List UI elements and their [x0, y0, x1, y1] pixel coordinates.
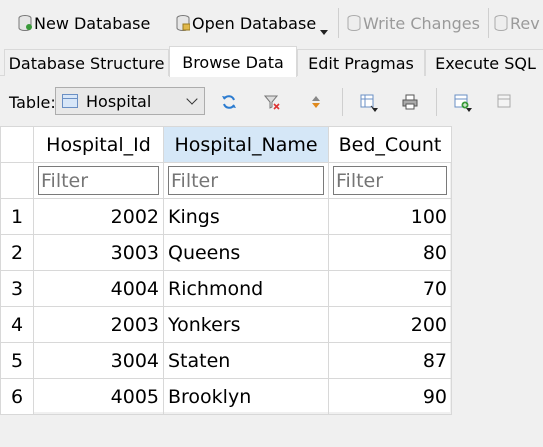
filter-cell — [328, 162, 452, 199]
cell-hospital-name[interactable]: Queens — [163, 234, 329, 271]
clear-filters-icon[interactable] — [263, 94, 280, 110]
table-icon — [62, 94, 78, 108]
toolbar-separator — [488, 8, 489, 38]
tab-database-structure[interactable]: Database Structure — [4, 49, 169, 76]
toolbar-separator — [436, 88, 437, 116]
cell-hospital-id[interactable]: 4004 — [33, 270, 164, 307]
table-row[interactable]: 6 4005 Brooklyn 90 — [0, 378, 452, 415]
tab-label: Edit Pragmas — [308, 53, 414, 73]
browse-data-panel: Table: Hospital — [0, 76, 543, 447]
filter-cell — [163, 162, 329, 199]
open-database-icon — [176, 15, 191, 32]
cell-hospital-name[interactable]: Staten — [163, 342, 329, 379]
filter-row-header — [0, 162, 34, 199]
filter-hospital-name-input[interactable] — [168, 166, 324, 195]
cell-hospital-id[interactable]: 2003 — [33, 306, 164, 343]
toolbar-separator — [338, 8, 339, 38]
cell-bed-count[interactable]: 200 — [328, 306, 452, 343]
new-database-icon — [18, 15, 32, 32]
row-number[interactable]: 2 — [0, 234, 34, 271]
header-row: Hospital_Id Hospital_Name Bed_Count — [0, 126, 452, 163]
row-number[interactable]: 1 — [0, 198, 34, 235]
row-number[interactable]: 4 — [0, 306, 34, 343]
table-row[interactable]: 4 2003 Yonkers 200 — [0, 306, 452, 343]
cell-hospital-name[interactable]: Yonkers — [163, 306, 329, 343]
data-grid: Hospital_Id Hospital_Name Bed_Count 1 20… — [0, 126, 543, 447]
table-select[interactable]: Hospital — [55, 87, 205, 115]
table-select-value: Hospital — [86, 91, 152, 111]
cell-hospital-id[interactable]: 3003 — [33, 234, 164, 271]
table-row[interactable]: 5 3004 Staten 87 — [0, 342, 452, 379]
delete-record-icon[interactable] — [497, 94, 513, 110]
cell-hospital-id[interactable]: 3004 — [33, 342, 164, 379]
table-toolbar: Table: Hospital — [0, 76, 543, 126]
new-database-label: New Database — [34, 13, 151, 33]
cell-bed-count[interactable]: 80 — [328, 234, 452, 271]
tab-label: Browse Data — [182, 52, 284, 72]
table-row[interactable]: 1 2002 Kings 100 — [0, 198, 452, 235]
cell-hospital-name[interactable]: Kings — [163, 198, 329, 235]
tab-browse-data[interactable]: Browse Data — [169, 46, 297, 77]
write-changes-icon — [347, 15, 361, 32]
filter-cell — [33, 162, 164, 199]
main-tabs: Database Structure Browse Data Edit Prag… — [0, 46, 543, 77]
insert-record-dropdown-icon[interactable] — [466, 108, 472, 112]
write-changes-label: Write Changes — [363, 13, 480, 33]
refresh-icon[interactable] — [221, 94, 237, 110]
write-changes-button[interactable]: Write Changes — [347, 10, 480, 36]
column-header-hospital-name[interactable]: Hospital_Name — [163, 126, 329, 163]
tab-edit-pragmas[interactable]: Edit Pragmas — [297, 49, 425, 76]
main-toolbar: New Database Open Database Write Changes… — [0, 0, 543, 46]
cell-hospital-id[interactable]: 2002 — [33, 198, 164, 235]
tab-label: Database Structure — [8, 53, 165, 73]
cell-bed-count[interactable]: 70 — [328, 270, 452, 307]
column-header-hospital-id[interactable]: Hospital_Id — [33, 126, 164, 163]
column-header-bed-count[interactable]: Bed_Count — [328, 126, 452, 163]
cell-hospital-id[interactable]: 4005 — [33, 378, 164, 415]
filter-row — [0, 162, 452, 199]
toolbar-separator — [342, 88, 343, 116]
revert-changes-icon — [494, 15, 508, 32]
corner-cell[interactable] — [0, 126, 34, 163]
filter-hospital-id-input[interactable] — [38, 166, 159, 195]
revert-changes-button[interactable]: Rev — [494, 10, 540, 36]
open-database-dropdown-icon[interactable] — [320, 30, 328, 35]
new-database-button[interactable]: New Database — [18, 10, 150, 36]
filter-bed-count-input[interactable] — [333, 166, 447, 195]
chevron-down-icon — [186, 93, 198, 105]
row-number[interactable]: 6 — [0, 378, 34, 415]
row-number[interactable]: 3 — [0, 270, 34, 307]
row-number[interactable]: 5 — [0, 342, 34, 379]
sort-icon[interactable] — [308, 94, 324, 110]
print-icon[interactable] — [402, 94, 418, 110]
save-table-icon[interactable] — [360, 94, 376, 110]
table-label: Table: — [9, 93, 56, 112]
cell-bed-count[interactable]: 90 — [328, 378, 452, 415]
tab-execute-sql[interactable]: Execute SQL — [425, 49, 543, 76]
table-row[interactable]: 2 3003 Queens 80 — [0, 234, 452, 271]
table-row[interactable]: 3 4004 Richmond 70 — [0, 270, 452, 307]
tab-label: Execute SQL — [435, 53, 536, 73]
cell-hospital-name[interactable]: Brooklyn — [163, 378, 329, 415]
insert-record-icon[interactable] — [454, 94, 470, 110]
cell-bed-count[interactable]: 87 — [328, 342, 452, 379]
cell-bed-count[interactable]: 100 — [328, 198, 452, 235]
revert-changes-label: Rev — [510, 13, 540, 33]
data-table: Hospital_Id Hospital_Name Bed_Count 1 20… — [0, 126, 452, 415]
save-table-dropdown-icon[interactable] — [372, 108, 378, 112]
open-database-label: Open Database — [192, 13, 317, 33]
open-database-button[interactable]: Open Database — [176, 10, 316, 36]
cell-hospital-name[interactable]: Richmond — [163, 270, 329, 307]
